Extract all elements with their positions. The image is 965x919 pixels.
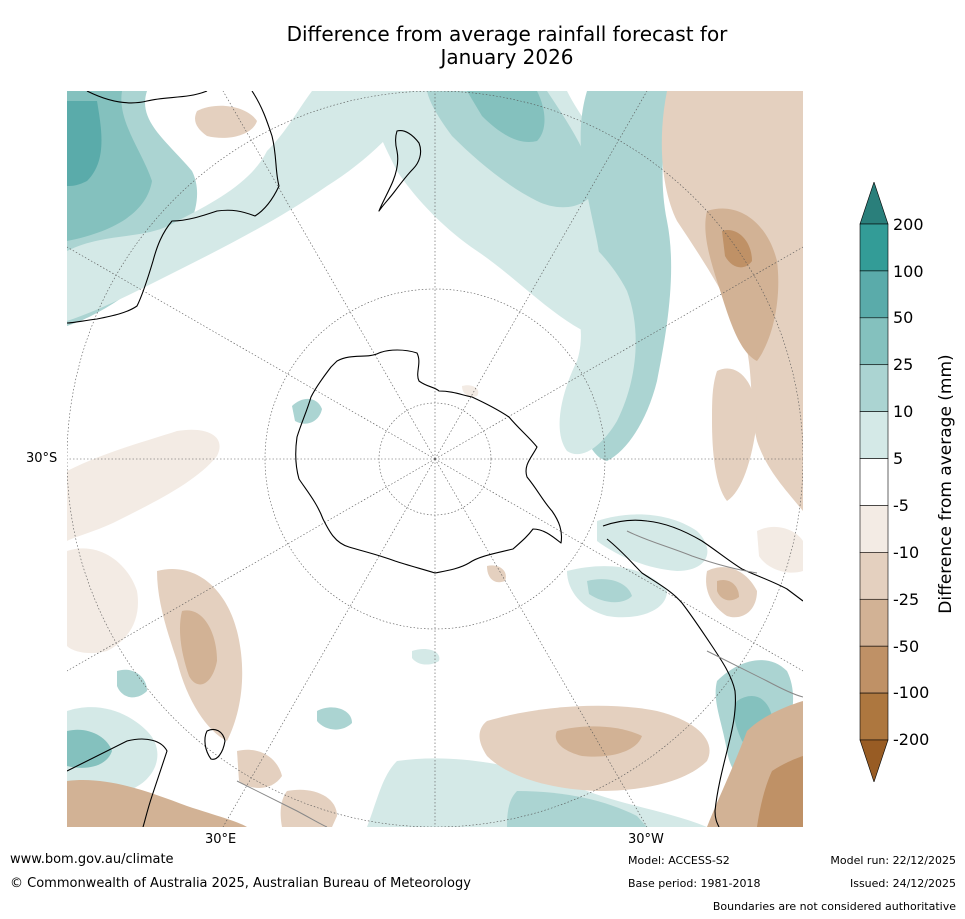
brown-region-ne-lower [712, 368, 757, 501]
colorbar-segment [859, 552, 889, 600]
country-boundaries [236, 530, 803, 827]
teal-region-australia [67, 91, 427, 321]
teal-region-mid-patch2 [412, 649, 440, 665]
coastline-australia [67, 91, 280, 324]
teal-region-sw-core [67, 729, 112, 768]
label-30e: 30°E [205, 832, 237, 847]
brown-region-ne-inner [705, 208, 779, 361]
colorbar-tick-5: 5 [893, 449, 904, 468]
map-title-line1: Difference from average rainfall forecas… [286, 22, 728, 46]
label-30w: 30°W [628, 832, 664, 847]
colorbar-tick-neg100: -100 [893, 683, 930, 702]
teal-region-south-band-core [507, 791, 647, 827]
teal-region-north-central-mid [427, 91, 597, 208]
coastlines [67, 91, 803, 827]
colorbar-segment [859, 223, 889, 272]
colorbar-segment [859, 505, 889, 553]
colorbar-segment [859, 364, 889, 412]
coastline-madagascar [204, 728, 226, 760]
teal-region-drake [597, 514, 708, 571]
brown-region-west-lower [67, 548, 138, 654]
coastline-south-america [602, 519, 803, 827]
drier-anomaly-regions [67, 91, 803, 827]
colorbar-segment [859, 692, 889, 741]
footer-model-run: Model run: 22/12/2025 [830, 854, 956, 867]
brown-region-near-pole [487, 565, 506, 583]
footer-base-period: Base period: 1981-2018 [628, 877, 761, 890]
brown-region-near-pole2 [462, 385, 479, 397]
brown-region-bight [195, 105, 257, 138]
colorbar-tick-50: 50 [893, 308, 914, 327]
footer-issued: Issued: 24/12/2025 [849, 877, 956, 890]
colorbar-tick-25: 25 [893, 355, 914, 374]
wetter-anomaly-regions [67, 91, 794, 827]
colorbar-tick-100: 100 [893, 262, 924, 281]
brown-region-se-corner-core [757, 756, 803, 827]
teal-region-left-coast [117, 669, 147, 698]
colorbar [858, 181, 898, 783]
graticule [67, 91, 803, 827]
colorbar-segment [859, 411, 889, 459]
teal-region-south-atlantic-core [587, 579, 632, 603]
footer-model: Model: ACCESS-S2 [628, 854, 730, 867]
coastline-africa [67, 738, 168, 827]
footer-disclaimer: Boundaries are not considered authoritat… [712, 900, 956, 913]
brown-region-atlantic-core [717, 579, 739, 601]
footer-url[interactable]: www.bom.gov.au/climate [10, 852, 174, 867]
colorbar-tick-neg5: -5 [893, 496, 909, 515]
colorbar-tick-200: 200 [893, 215, 924, 234]
brown-region-south-central-core [555, 726, 642, 757]
colorbar-tick-neg50: -50 [893, 637, 920, 656]
colorbar-segments [859, 181, 889, 783]
rainfall-map [67, 91, 803, 827]
brown-region-southwest-core [179, 610, 217, 685]
teal-region-nw-core [67, 101, 102, 186]
teal-region-ne-band-outer [535, 201, 636, 455]
brown-region-bottom-patch [237, 749, 282, 788]
brown-region-east-patch [757, 526, 803, 573]
colorbar-label: Difference from average (mm) [936, 354, 956, 614]
map-title-line2: January 2026 [440, 45, 574, 69]
colorbar-tick-neg200: -200 [893, 730, 930, 749]
colorbar-segment [859, 645, 889, 694]
teal-region-north-central-core [467, 91, 545, 142]
brown-region-west-band [67, 429, 220, 541]
label-30s: 30°S [26, 451, 58, 466]
colorbar-segment [859, 598, 889, 647]
colorbar-tick-neg25: -25 [893, 590, 920, 609]
teal-region-antarctic-west [292, 398, 322, 424]
colorbar-segment [859, 270, 889, 319]
brown-region-sw-lower [67, 780, 247, 827]
colorbar-tick-10: 10 [893, 402, 914, 421]
colorbar-segment-top [859, 181, 889, 225]
coastline-new-zealand [378, 130, 422, 212]
colorbar-tick-neg10: -10 [893, 543, 920, 562]
colorbar-segment [859, 458, 889, 506]
colorbar-segment [859, 317, 889, 366]
colorbar-segment-bottom [859, 739, 889, 783]
teal-region-sw [67, 707, 158, 793]
coastline-antarctica [295, 349, 563, 574]
footer-copyright: © Commonwealth of Australia 2025, Austra… [10, 876, 471, 891]
teal-region-mid-patch [317, 707, 352, 730]
